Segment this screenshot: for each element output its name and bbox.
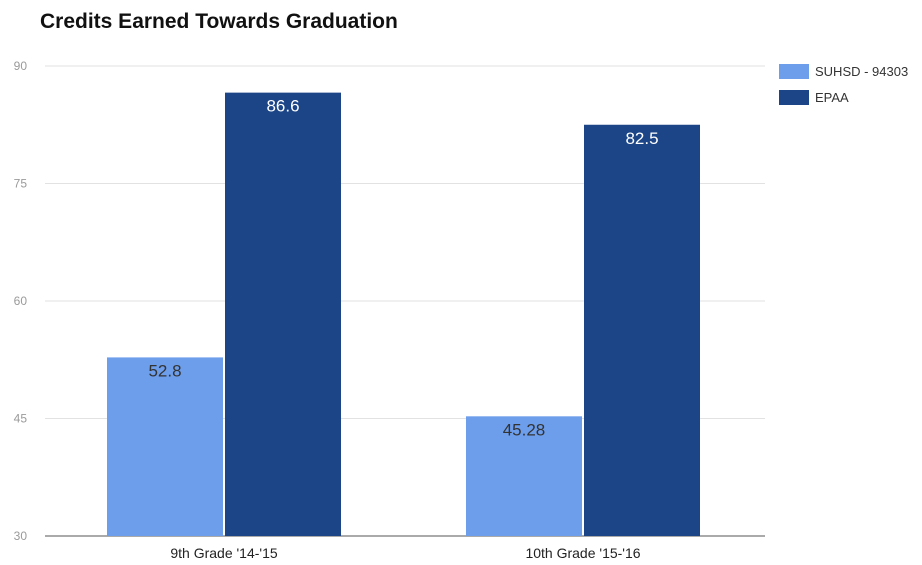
data-label: 52.8: [148, 361, 181, 380]
bar-suhsd-1: [107, 357, 223, 536]
y-tick-label: 90: [14, 59, 28, 73]
data-labels: 52.8 86.6 45.28 82.5: [148, 97, 658, 440]
y-tick-label: 75: [14, 177, 28, 191]
data-label: 45.28: [503, 420, 546, 439]
y-axis-ticks: 30 45 60 75 90: [14, 59, 28, 543]
bar-suhsd-2: [466, 416, 582, 536]
data-label: 82.5: [625, 129, 658, 148]
x-category-label: 9th Grade '14-'15: [170, 545, 278, 561]
x-category-label: 10th Grade '15-'16: [525, 545, 640, 561]
y-tick-label: 30: [14, 529, 28, 543]
y-tick-label: 60: [14, 294, 28, 308]
legend: SUHSD - 94303 EPAA: [779, 64, 908, 105]
y-tick-label: 45: [14, 412, 28, 426]
data-label: 86.6: [266, 97, 299, 116]
bar-epaa-1: [225, 92, 341, 536]
bars: [107, 92, 700, 536]
chart-title: Credits Earned Towards Graduation: [40, 10, 398, 33]
legend-label: EPAA: [815, 90, 849, 105]
legend-swatch: [779, 64, 809, 79]
bar-epaa-2: [584, 124, 700, 536]
x-axis-categories: 9th Grade '14-'15 10th Grade '15-'16: [170, 545, 640, 561]
legend-swatch: [779, 90, 809, 105]
legend-label: SUHSD - 94303: [815, 64, 908, 79]
